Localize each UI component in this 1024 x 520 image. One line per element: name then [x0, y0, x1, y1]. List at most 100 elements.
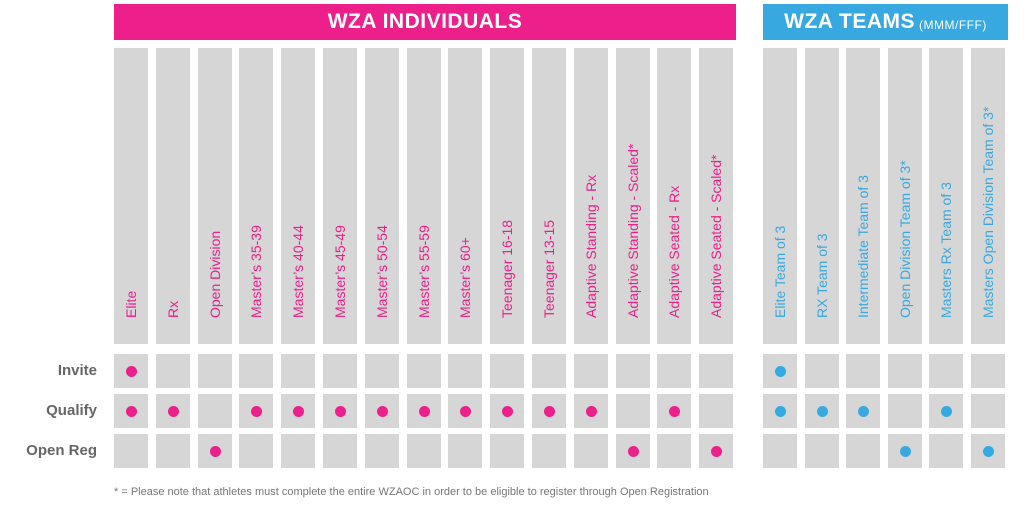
ind-cell-open-reg	[114, 434, 148, 468]
ind-cell-open-reg	[490, 434, 524, 468]
division-name: Master’s 45-49	[332, 225, 348, 318]
division-name: Elite Team of 3	[772, 225, 788, 318]
eligible-dot	[292, 405, 304, 417]
eligible-dot	[816, 405, 828, 417]
division-name: Masters Open Division Team of 3*	[980, 106, 996, 318]
team-cell-invite	[971, 354, 1005, 388]
ind-cell-open-reg	[198, 434, 232, 468]
team-cell-qualify	[805, 394, 839, 428]
eligible-dot	[250, 405, 262, 417]
individuals-title: WZA INDIVIDUALS	[327, 10, 523, 33]
division-name: Master’s 55-59	[416, 225, 432, 318]
ind-division-header: Master’s 35-39	[239, 48, 273, 344]
division-name: Master’s 40-44	[290, 225, 306, 318]
eligible-dot	[209, 445, 221, 457]
ind-division-header: Adaptive Seated - Scaled*	[699, 48, 733, 344]
division-name: Adaptive Standing - Scaled*	[625, 143, 641, 318]
team-cell-invite	[846, 354, 880, 388]
team-division-header: Elite Team of 3	[763, 48, 797, 344]
eligible-dot	[982, 445, 994, 457]
team-cell-invite	[929, 354, 963, 388]
eligible-dot	[668, 405, 680, 417]
team-division-header: Intermediate Team of 3	[846, 48, 880, 344]
division-name: Intermediate Team of 3	[855, 175, 871, 318]
ind-cell-qualify	[365, 394, 399, 428]
ind-division-header: Adaptive Standing - Scaled*	[616, 48, 650, 344]
ind-cell-invite	[239, 354, 273, 388]
eligible-dot	[167, 405, 179, 417]
eligible-dot	[710, 445, 722, 457]
ind-division-header: Elite	[114, 48, 148, 344]
ind-cell-qualify	[657, 394, 691, 428]
ind-cell-invite	[323, 354, 357, 388]
ind-cell-invite	[574, 354, 608, 388]
ind-cell-open-reg	[532, 434, 566, 468]
ind-cell-qualify	[699, 394, 733, 428]
eligible-dot	[899, 445, 911, 457]
ind-division-header: Adaptive Standing - Rx	[574, 48, 608, 344]
row-label-qualify: Qualify	[46, 402, 97, 419]
eligible-dot	[940, 405, 952, 417]
division-name: Adaptive Standing - Rx	[583, 174, 599, 318]
ind-cell-invite	[657, 354, 691, 388]
division-name: Teenager 13-15	[541, 219, 557, 318]
division-name: Adaptive Seated - Rx	[666, 185, 682, 318]
team-cell-open-reg	[846, 434, 880, 468]
ind-cell-open-reg	[448, 434, 482, 468]
ind-cell-open-reg	[407, 434, 441, 468]
ind-cell-qualify	[574, 394, 608, 428]
row-label-invite: Invite	[57, 362, 97, 379]
ind-division-header: Master’s 60+	[448, 48, 482, 344]
team-cell-qualify	[846, 394, 880, 428]
eligible-dot	[376, 405, 388, 417]
ind-cell-qualify	[156, 394, 190, 428]
team-cell-qualify	[929, 394, 963, 428]
ind-cell-invite	[490, 354, 524, 388]
team-cell-qualify	[971, 394, 1005, 428]
ind-cell-invite	[281, 354, 315, 388]
team-cell-open-reg	[763, 434, 797, 468]
team-division-header: Masters Open Division Team of 3*	[971, 48, 1005, 344]
team-cell-qualify	[888, 394, 922, 428]
ind-division-header: Rx	[156, 48, 190, 344]
teams-banner: WZA TEAMS (MMM/FFF)	[763, 4, 1008, 40]
individuals-banner: WZA INDIVIDUALS	[114, 4, 736, 40]
eligible-dot	[543, 405, 555, 417]
team-cell-invite	[888, 354, 922, 388]
division-name: RX Team of 3	[814, 233, 830, 318]
ind-division-header: Master’s 55-59	[407, 48, 441, 344]
team-cell-open-reg	[971, 434, 1005, 468]
division-name: Open Division Team of 3*	[897, 160, 913, 318]
eligible-dot	[125, 405, 137, 417]
eligible-dot	[125, 365, 137, 377]
ind-cell-invite	[114, 354, 148, 388]
ind-division-header: Master’s 45-49	[323, 48, 357, 344]
team-cell-invite	[805, 354, 839, 388]
division-name: Master’s 35-39	[248, 225, 264, 318]
ind-cell-invite	[365, 354, 399, 388]
ind-cell-qualify	[323, 394, 357, 428]
ind-cell-qualify	[198, 394, 232, 428]
ind-cell-qualify	[114, 394, 148, 428]
row-label-open-reg: Open Reg	[26, 442, 97, 459]
eligible-dot	[857, 405, 869, 417]
ind-cell-qualify	[448, 394, 482, 428]
ind-division-header: Master’s 40-44	[281, 48, 315, 344]
team-cell-open-reg	[805, 434, 839, 468]
teams-subtitle: (MMM/FFF)	[919, 17, 987, 32]
team-division-header: RX Team of 3	[805, 48, 839, 344]
ind-cell-invite	[448, 354, 482, 388]
ind-cell-qualify	[532, 394, 566, 428]
ind-cell-invite	[407, 354, 441, 388]
ind-division-header: Teenager 13-15	[532, 48, 566, 344]
team-cell-qualify	[763, 394, 797, 428]
ind-cell-invite	[699, 354, 733, 388]
footnote: * = Please note that athletes must compl…	[114, 486, 709, 498]
team-cell-open-reg	[888, 434, 922, 468]
teams-title: WZA TEAMS	[784, 10, 916, 33]
eligible-dot	[334, 405, 346, 417]
ind-cell-qualify	[407, 394, 441, 428]
eligible-dot	[459, 405, 471, 417]
ind-cell-invite	[198, 354, 232, 388]
ind-cell-open-reg	[156, 434, 190, 468]
